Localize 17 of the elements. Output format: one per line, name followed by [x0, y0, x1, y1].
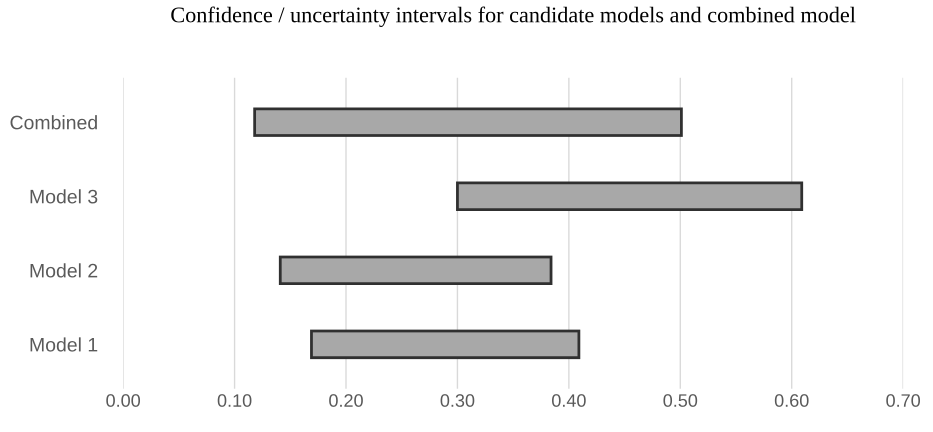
bar	[456, 182, 804, 211]
y-tick-label: Model 3	[30, 189, 98, 204]
bar	[253, 107, 683, 137]
bar	[278, 256, 552, 286]
y-tick-label: Combined	[10, 115, 97, 130]
x-tick-label: 0.00	[106, 394, 140, 407]
bar	[310, 330, 580, 360]
chart-title: Confidence / uncertainty intervals for candidate models and combined model	[171, 6, 856, 27]
x-tick-label: 0.50	[663, 394, 698, 407]
y-tick-label: Model 1	[30, 337, 98, 352]
x-tick-label: 0.30	[440, 394, 474, 407]
x-tick-label: 0.40	[552, 394, 586, 407]
y-tick-label: Model 2	[30, 263, 98, 278]
x-tick-label: 0.20	[329, 394, 363, 407]
x-tick-label: 0.70	[886, 394, 920, 407]
x-tick-label: 0.60	[774, 394, 809, 407]
x-tick-label: 0.10	[218, 394, 252, 407]
